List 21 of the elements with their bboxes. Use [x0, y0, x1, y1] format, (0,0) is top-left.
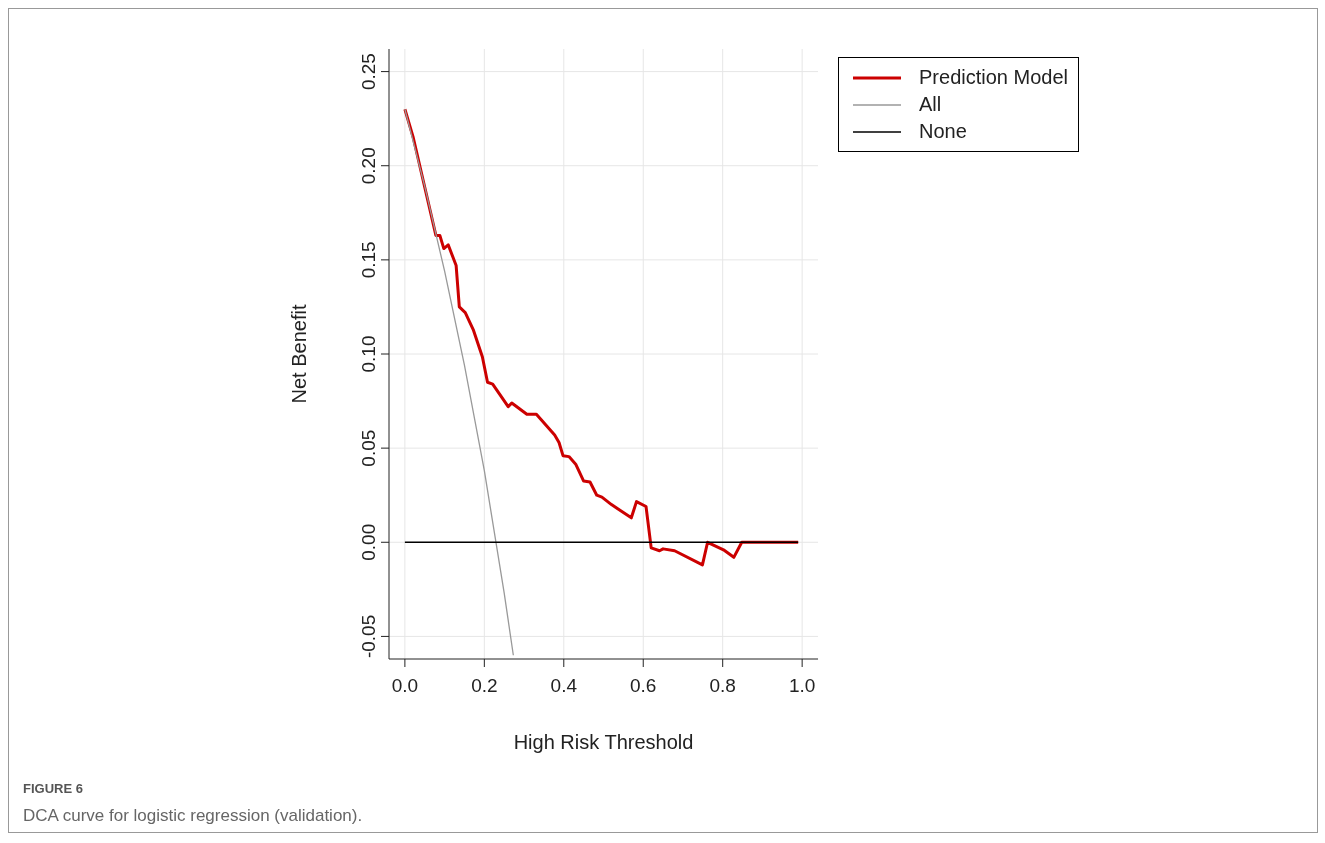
- y-tick-label: 0.05: [358, 429, 379, 467]
- legend-label: None: [918, 119, 968, 144]
- y-tick-label: 0.10: [358, 335, 379, 373]
- y-tick-label: 0.15: [358, 241, 379, 279]
- x-tick-label: 0.4: [550, 675, 578, 697]
- x-tick-label: 0.2: [471, 675, 498, 697]
- x-tick-label: 0.8: [709, 675, 736, 697]
- line-series: [404, 108, 514, 656]
- y-tick-label: 0.00: [358, 523, 379, 561]
- legend-label: Prediction Model: [918, 65, 1068, 90]
- y-tick-label: 0.25: [358, 53, 379, 91]
- y-tick-label: 0.20: [358, 147, 379, 185]
- text: DCA curve for logistic regression (validation).: [23, 806, 363, 826]
- x-tick-label: 0.6: [630, 675, 657, 697]
- caption: FIGURE 6: [23, 781, 83, 796]
- y-axis-title: Net Benefit: [288, 304, 311, 404]
- x-tick-label: 0.0: [391, 675, 419, 697]
- x-tick-label: 1.0: [788, 675, 816, 697]
- x-axis-title: High Risk Threshold: [513, 731, 694, 753]
- legend-label: All: [918, 92, 943, 117]
- y-tick-label: -0.05: [358, 614, 379, 659]
